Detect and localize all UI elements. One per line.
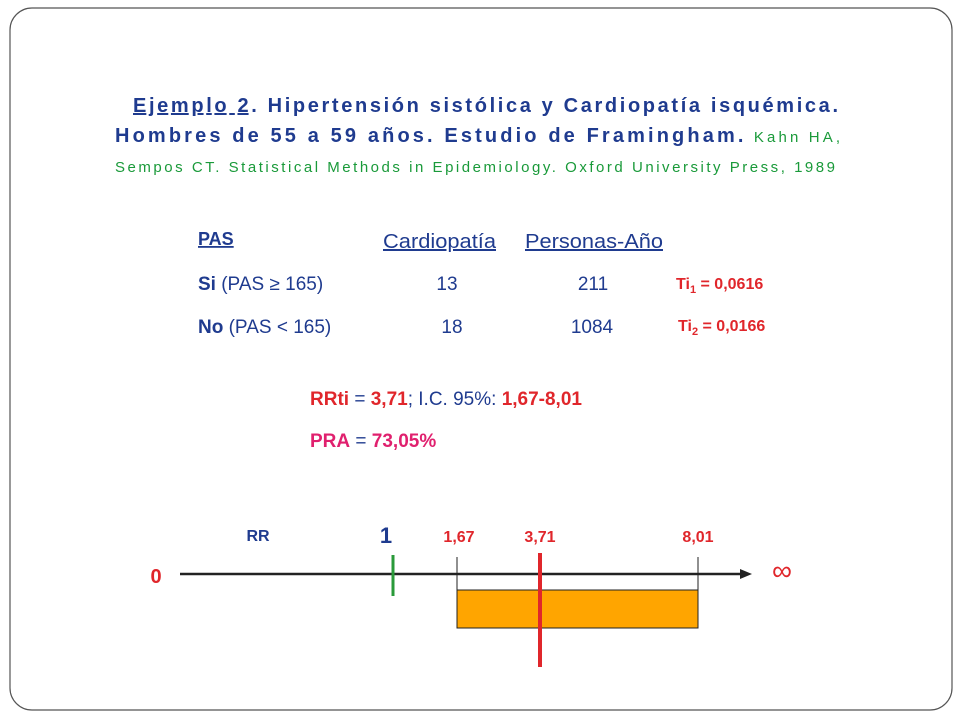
rate-value: = 0,0616: [696, 276, 763, 293]
row-label: No (PAS < 165): [198, 317, 331, 338]
equals: =: [349, 389, 371, 410]
pra-result: PRA = 73,05%: [310, 431, 436, 452]
rate-value: = 0,0166: [698, 318, 765, 335]
heading-line: Hombres de 55 a 59 años. Estudio de Fram…: [115, 125, 840, 147]
rrti-label: RRti: [310, 389, 349, 410]
row-condition: (PAS ≥ 165): [216, 274, 323, 295]
pra-value: 73,05%: [372, 431, 437, 452]
null-value: 1: [380, 523, 392, 548]
citation: Sempos CT. Statistical Methods in Epidem…: [115, 159, 835, 176]
rrti-value: 3,71: [371, 389, 408, 410]
row-name: No: [198, 317, 223, 338]
estimate: 3,71: [524, 529, 555, 546]
heading-line: Ejemplo 2. Hipertensión sistólica y Card…: [133, 95, 838, 117]
table-header: Cardiopatía: [383, 231, 497, 253]
ci-lower: 1,67: [443, 529, 474, 546]
rate-symbol: Ti: [678, 318, 692, 335]
rate: Ti1 = 0,0616: [676, 276, 763, 296]
table-header: PAS: [198, 229, 234, 249]
rrti-result: RRti = 3,71; I.C. 95%: 1,67-8,01: [310, 389, 582, 410]
rate: Ti2 = 0,0166: [678, 318, 765, 338]
ci-box: [456, 589, 699, 629]
rr-diagram: RR 1 1,67 3,71 8,01 0 ∞: [150, 523, 792, 667]
heading-text: . Hipertensión sistólica y Cardiopatía i…: [251, 95, 838, 117]
cell: 13: [436, 274, 457, 295]
cell: 1084: [571, 317, 614, 338]
cell: 211: [578, 274, 608, 295]
ci-label: ; I.C. 95%:: [408, 389, 502, 410]
ci-value: 1,67-8,01: [502, 389, 583, 410]
axis-label: RR: [246, 528, 270, 545]
row-name: Si: [198, 274, 216, 295]
row-condition: (PAS < 165): [223, 317, 331, 338]
table-header: Personas-Año: [525, 231, 663, 253]
citation: Kahn HA,: [747, 129, 840, 146]
rate-symbol: Ti: [676, 276, 690, 293]
row-label: Si (PAS ≥ 165): [198, 274, 323, 295]
pra-label: PRA: [310, 431, 350, 452]
heading-text: Hombres de 55 a 59 años. Estudio de Fram…: [115, 125, 743, 147]
origin: 0: [150, 566, 161, 588]
infinity: ∞: [772, 555, 792, 586]
slide-border: [9, 7, 953, 711]
rate-subscript: 2: [692, 326, 698, 338]
cell: 18: [441, 317, 462, 338]
axis-arrow: [740, 569, 752, 579]
example-label: Ejemplo 2: [133, 95, 249, 117]
equals: =: [350, 431, 372, 452]
rate-subscript: 1: [690, 284, 696, 296]
ci-upper: 8,01: [682, 529, 713, 546]
